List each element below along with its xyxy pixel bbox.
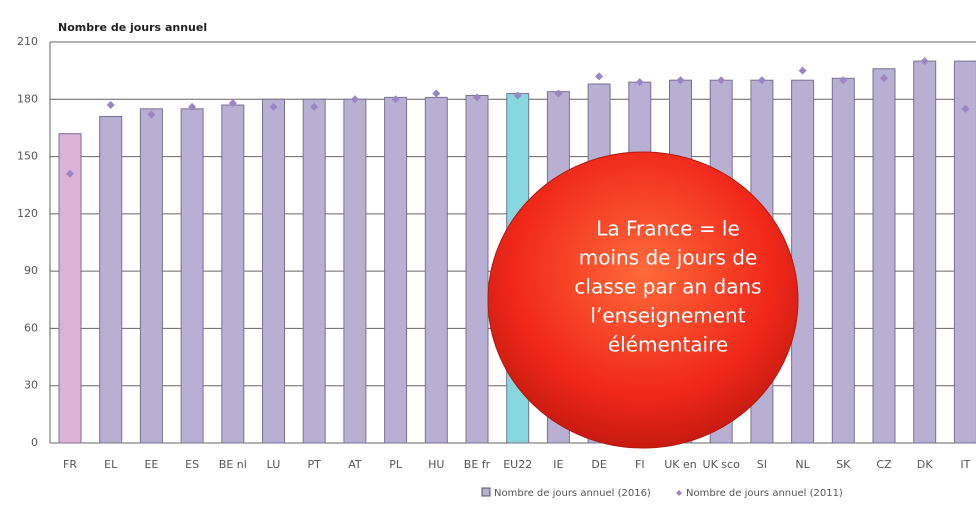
y-tick-label: 150: [17, 150, 38, 163]
marker: [106, 101, 115, 110]
annotation-text: La France = le: [596, 217, 740, 241]
y-tick-label: 60: [24, 321, 38, 334]
x-tick-label: UK en: [664, 458, 697, 471]
y-tick-label: 120: [17, 207, 38, 220]
marker: [432, 89, 441, 98]
x-tick-label: SK: [836, 458, 851, 471]
marker: [880, 74, 888, 83]
annotation-text: l’enseignement: [590, 304, 745, 328]
annotation-bubble: [487, 151, 799, 449]
legend-label: Nombre de jours annuel (2016): [494, 488, 651, 499]
y-tick-label: 30: [24, 379, 38, 392]
marker: [839, 76, 848, 85]
bar: [180, 108, 204, 444]
x-tick-label: EU22: [503, 458, 532, 471]
marker: [66, 169, 74, 178]
marker: [920, 57, 929, 66]
x-tick-label: EL: [104, 458, 118, 471]
annotation-text: élémentaire: [608, 333, 728, 357]
marker: [391, 95, 400, 104]
x-tick-label: HU: [428, 458, 444, 471]
y-axis-label: Nombre de jours annuel: [58, 21, 207, 34]
bar: [913, 60, 937, 444]
x-tick-label: NL: [795, 458, 810, 471]
x-tick-label: PT: [308, 458, 322, 471]
bar: [139, 108, 163, 444]
legend-marker: [676, 490, 682, 496]
bar: [872, 68, 896, 444]
marker: [554, 89, 563, 98]
x-tick-label: LU: [267, 458, 281, 471]
marker: [188, 102, 197, 111]
marker: [717, 76, 726, 85]
x-tick-label: CZ: [876, 458, 892, 471]
bar: [99, 115, 123, 444]
x-tick-label: DE: [591, 458, 606, 471]
bar: [58, 133, 82, 444]
x-tick-label: PL: [389, 458, 403, 471]
marker: [473, 93, 481, 102]
bar: [384, 96, 408, 444]
annotation-text: classe par an dans: [574, 275, 761, 299]
x-tick-label: SI: [757, 458, 767, 471]
marker: [310, 102, 319, 111]
bar: [424, 96, 448, 444]
bar: [791, 79, 815, 444]
legend-swatch: [481, 487, 491, 497]
marker: [798, 66, 807, 75]
annotation-text: moins de jours de: [579, 246, 758, 270]
marker: [228, 99, 237, 108]
y-tick-label: 180: [17, 92, 38, 105]
legend-label: Nombre de jours annuel (2011): [686, 488, 843, 499]
marker: [513, 91, 522, 100]
bar: [221, 104, 245, 444]
marker: [757, 76, 766, 85]
x-tick-label: FR: [63, 458, 77, 471]
marker: [961, 104, 970, 113]
marker: [635, 78, 644, 87]
marker: [595, 72, 604, 81]
marker: [147, 110, 156, 119]
bar: [953, 60, 976, 444]
bar: [465, 94, 489, 444]
y-tick-label: 210: [17, 35, 38, 48]
x-tick-label: UK sco: [703, 458, 741, 471]
bar: [343, 98, 367, 444]
bar: [262, 98, 285, 444]
y-tick-label: 0: [31, 436, 38, 449]
x-tick-label: ES: [185, 458, 199, 471]
marker: [350, 95, 359, 104]
x-tick-label: EE: [144, 458, 158, 471]
bar: [831, 77, 855, 444]
y-tick-label: 90: [24, 264, 38, 277]
x-tick-label: BE fr: [464, 458, 491, 471]
x-tick-label: BE nl: [219, 458, 247, 471]
x-tick-label: IE: [553, 458, 563, 471]
marker: [676, 76, 685, 85]
x-tick-label: DK: [917, 458, 933, 471]
x-tick-label: IT: [960, 458, 970, 471]
marker: [269, 102, 278, 111]
x-tick-label: FI: [635, 458, 645, 471]
bar: [302, 98, 326, 444]
x-tick-label: AT: [348, 458, 362, 471]
